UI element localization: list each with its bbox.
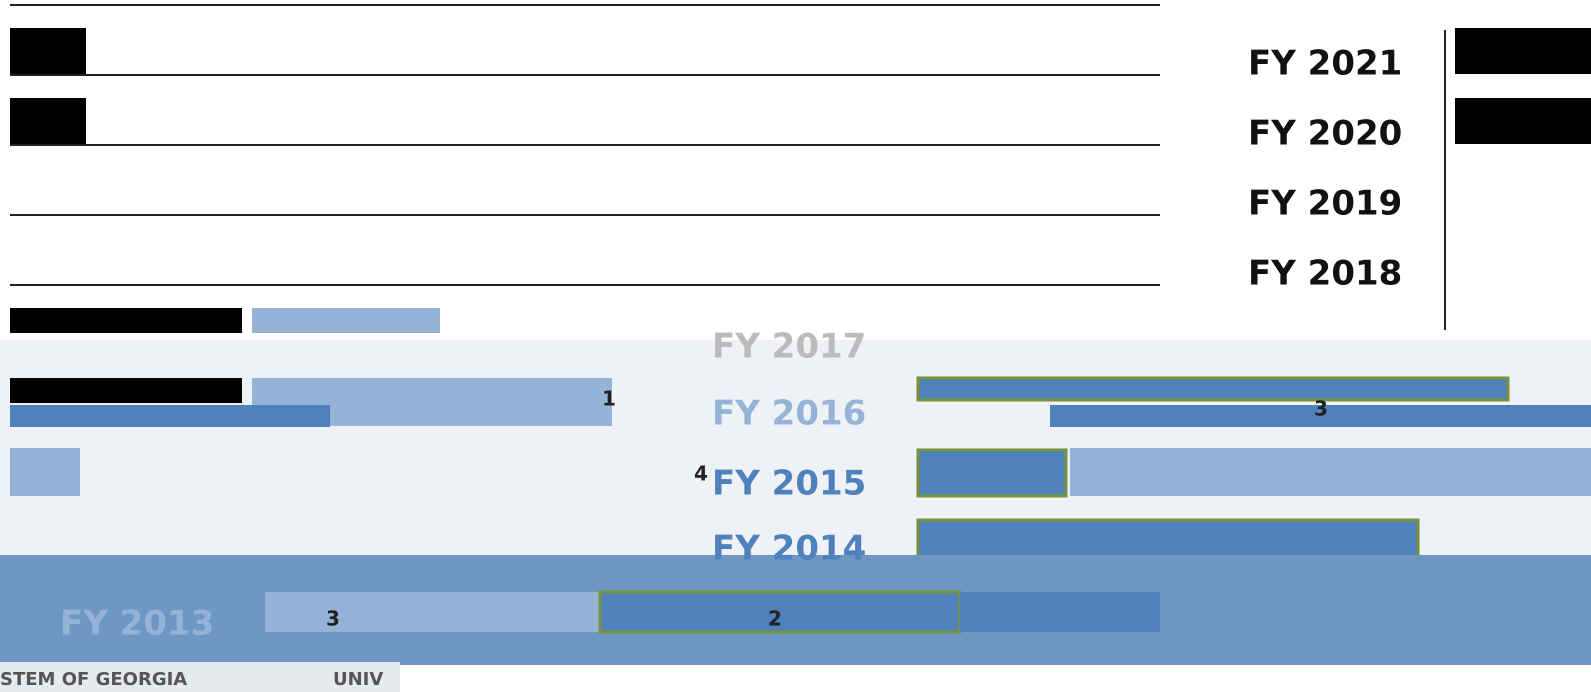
block xyxy=(1455,28,1591,74)
block xyxy=(10,378,242,403)
block xyxy=(10,28,86,74)
bar-shape xyxy=(10,448,80,496)
data-label: 2 xyxy=(768,607,782,631)
data-label: 3 xyxy=(1314,397,1328,421)
data-label: 3 xyxy=(326,607,340,631)
data-label: 1 xyxy=(602,387,616,411)
block xyxy=(1455,98,1591,144)
fy-label: FY 2016 xyxy=(712,394,866,434)
upper-frame xyxy=(10,5,1445,330)
bar-shape xyxy=(1070,448,1591,496)
fy-label: FY 2017 xyxy=(712,327,866,367)
bar-shape xyxy=(918,450,1066,496)
fy-label: FY 2018 xyxy=(1248,254,1402,294)
block xyxy=(10,98,86,144)
data-label: 4 xyxy=(694,462,708,486)
screen: FY 2021 FY 2020 FY 2019 FY 2018 FY 2017 FY 20… xyxy=(0,0,1591,692)
fy-label: FY 2014 xyxy=(712,529,866,569)
bar-shape xyxy=(918,378,1508,400)
block xyxy=(10,308,242,333)
fy-label: FY 2015 xyxy=(712,464,866,504)
fy-label: FY 2021 xyxy=(1248,44,1402,84)
bar-shape xyxy=(918,520,1418,560)
bar-shape xyxy=(960,592,1160,632)
bar-shape xyxy=(10,405,330,427)
fy-label: FY 2013 xyxy=(60,604,214,644)
fy-label: FY 2019 xyxy=(1248,184,1402,224)
bar-shape xyxy=(252,308,440,333)
footer-text: UNIV xyxy=(333,669,383,690)
bar-shape xyxy=(265,592,600,632)
footer-text: STEM OF GEORGIA xyxy=(0,669,187,690)
fy-label: FY 2020 xyxy=(1248,114,1402,154)
